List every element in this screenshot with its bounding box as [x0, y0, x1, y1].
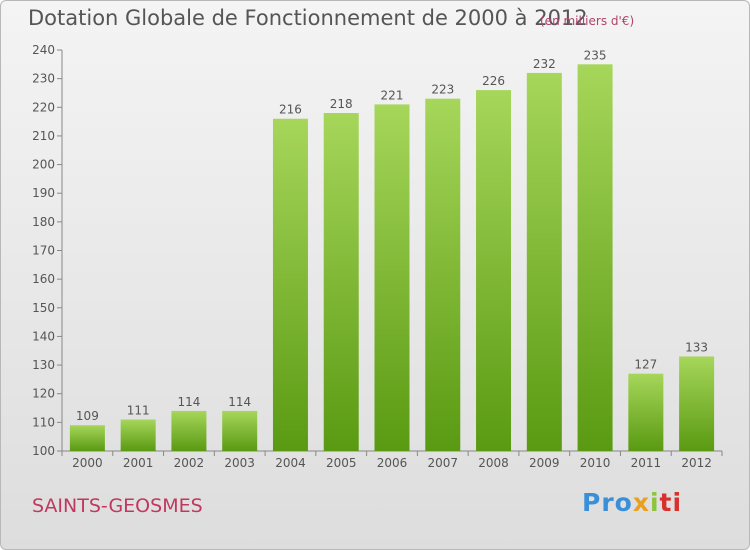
bar-2003	[222, 410, 258, 451]
data-label-2007: 223	[431, 83, 454, 97]
chart-title: Dotation Globale de Fonctionnement de 20…	[28, 6, 588, 30]
y-tick-label: 150	[32, 301, 55, 315]
data-label-2001: 111	[127, 403, 150, 417]
data-label-2000: 109	[76, 409, 99, 423]
x-tick-label-2004: 2004	[275, 456, 306, 470]
bar-2004	[272, 118, 308, 451]
x-tick-label-2006: 2006	[377, 456, 408, 470]
bar-2006	[374, 104, 410, 452]
data-label-2011: 127	[634, 358, 657, 372]
x-tick-label-2011: 2011	[631, 456, 662, 470]
chart-bars	[69, 64, 715, 452]
data-label-2006: 221	[381, 88, 404, 102]
y-tick-label: 130	[32, 358, 55, 372]
y-tick-label: 200	[32, 158, 55, 172]
x-tick-label-2001: 2001	[123, 456, 154, 470]
data-label-2003: 114	[228, 395, 251, 409]
bar-2002	[171, 410, 207, 451]
bar-2001	[120, 419, 156, 451]
bar-2009	[526, 72, 562, 452]
x-tick-label-2010: 2010	[580, 456, 611, 470]
data-label-2008: 226	[482, 74, 505, 88]
y-tick-label: 160	[32, 272, 55, 286]
data-label-2012: 133	[685, 340, 708, 354]
data-label-2005: 218	[330, 97, 353, 111]
bar-2008	[476, 90, 512, 451]
bar-2012	[679, 356, 715, 451]
x-tick-label-2008: 2008	[478, 456, 509, 470]
chart-unit-label: (en milliers d'€)	[540, 14, 635, 28]
data-label-2004: 216	[279, 103, 302, 117]
y-tick-label: 210	[32, 129, 55, 143]
x-tick-label-2009: 2009	[529, 456, 560, 470]
y-tick-label: 140	[32, 329, 55, 343]
x-tick-label-2000: 2000	[72, 456, 103, 470]
bar-2011	[628, 373, 664, 451]
chart-data-labels: 109 111 114 114 216 218 221 223 226 232 235 127 133	[76, 48, 708, 423]
y-tick-label: 180	[32, 215, 55, 229]
y-tick-label: 110	[32, 415, 55, 429]
commune-name: SAINTS-GEOSMES	[32, 495, 203, 517]
y-tick-label: 170	[32, 244, 55, 258]
y-tick-label: 230	[32, 72, 55, 86]
y-tick-label: 220	[32, 100, 55, 114]
bar-2010	[577, 64, 613, 452]
y-tick-label: 240	[32, 43, 55, 57]
x-tick-label-2002: 2002	[174, 456, 205, 470]
data-label-2009: 232	[533, 57, 556, 71]
bar-2007	[425, 98, 461, 451]
data-label-2010: 235	[584, 48, 607, 62]
y-tick-label: 190	[32, 186, 55, 200]
bar-2005	[323, 113, 359, 451]
proxiti-logo[interactable]: Proxiti	[582, 488, 683, 517]
bar-2000	[69, 425, 105, 451]
x-tick-label-2007: 2007	[427, 456, 458, 470]
x-tick-label-2003: 2003	[224, 456, 255, 470]
x-tick-label-2005: 2005	[326, 456, 357, 470]
data-label-2002: 114	[177, 395, 200, 409]
y-tick-label: 120	[32, 387, 55, 401]
x-tick-label-2012: 2012	[681, 456, 712, 470]
y-tick-label: 100	[32, 444, 55, 458]
